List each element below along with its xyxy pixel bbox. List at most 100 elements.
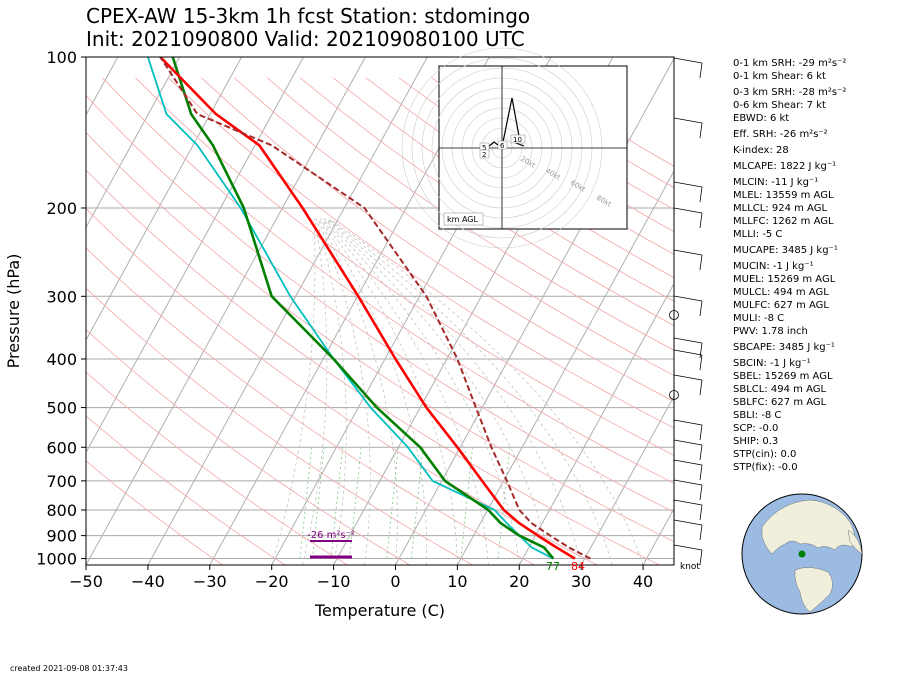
x-tick-label: 20 [509, 572, 529, 591]
isotherm [86, 57, 181, 229]
index-line: STP(fix): -0.0 [733, 462, 798, 473]
index-line: SBLFC: 627 m AGL [733, 397, 827, 408]
index-line: SBCAPE: 3485 J kg⁻¹ [733, 342, 835, 353]
wind-barb [673, 439, 703, 461]
barb-staff [673, 57, 703, 64]
index-line: STP(cin): 0.0 [733, 449, 797, 460]
mixing-ratio-line [349, 447, 362, 559]
wind-barb [673, 544, 703, 566]
index-line: 0-6 km Shear: 7 kt [733, 100, 826, 111]
moist-adiabat [327, 218, 613, 565]
moist-adiabat [316, 218, 347, 565]
index-line: MUCAPE: 3485 J kg⁻¹ [733, 245, 838, 256]
wind-barb [673, 57, 703, 79]
hodo-unit-box [443, 212, 484, 226]
x-tick-label: 30 [571, 572, 591, 591]
wind-barb [673, 337, 703, 359]
barb-flag [699, 186, 703, 203]
moist-adiabat [323, 218, 520, 565]
dry-adiabat [86, 371, 348, 565]
globe-land-north-america [761, 499, 855, 555]
index-line: 0-1 km SRH: -29 m²s⁻² [733, 58, 847, 69]
index-line: K-index: 28 [733, 145, 789, 156]
index-line: MUEL: 15269 m AGL [733, 274, 836, 285]
mixing-ratio-line [410, 447, 424, 559]
dry-adiabat [233, 77, 674, 376]
hodograph-frame [438, 65, 628, 230]
index-line: MULI: -8 C [733, 313, 785, 324]
index-line: MULCL: 494 m AGL [733, 287, 829, 298]
isotherm [518, 282, 674, 565]
barb-flag [699, 254, 703, 271]
dry-adiabat [266, 77, 674, 351]
surface-dewpoint-label: 77 [546, 560, 560, 573]
barb-staff [673, 544, 703, 551]
barb-staff [673, 374, 703, 381]
y-tick-label: 400 [46, 350, 77, 369]
y-tick-label: 1000 [36, 550, 77, 569]
barb-flag [699, 444, 703, 461]
hodo-height-10: 10 [513, 136, 522, 144]
moist-adiabat [321, 218, 458, 565]
x-axis-ticks: −50 −40 −30 −20 −10 0 10 20 30 40 [69, 565, 653, 591]
mixing-ratio-line [311, 447, 325, 559]
barb-flag [699, 212, 703, 229]
profile-lines [147, 57, 591, 560]
y-tick-label: 800 [46, 501, 77, 520]
moist-adiabat [319, 218, 427, 565]
chart-title-line2: Init: 2021090800 Valid: 202109080100 UTC [86, 27, 525, 51]
wind-barb [673, 117, 703, 139]
hodo-label-box-6 [497, 140, 508, 150]
wind-barb [673, 349, 703, 371]
mixing-ratio-line [460, 447, 473, 559]
moist-adiabat [271, 218, 316, 565]
index-line: 0-1 km Shear: 6 kt [733, 71, 826, 82]
dry-adiabat [168, 77, 674, 429]
y-axis-ticks: 100 200 300 400 500 600 700 800 900 1000 [36, 48, 86, 569]
dry-adiabat [86, 460, 223, 565]
barb-flag [699, 524, 703, 541]
y-tick-label: 900 [46, 527, 77, 546]
mixing-ratio-line [299, 447, 313, 559]
index-line: MULFC: 627 m AGL [733, 300, 829, 311]
moist-adiabat [326, 218, 582, 565]
barb-flag [699, 354, 703, 371]
moist-adiabat [322, 218, 489, 565]
dry-adiabat [365, 77, 674, 279]
barb-staff [673, 459, 703, 466]
index-line: SCP: -0.0 [733, 423, 779, 434]
barb-flag [699, 549, 703, 566]
index-line: SBEL: 15269 m AGL [733, 371, 833, 382]
plot-frame [85, 56, 675, 566]
barb-flag [699, 62, 703, 79]
stability-indices: 0-1 km SRH: -29 m²s⁻² 0-1 km Shear: 6 kt 0… [733, 57, 903, 474]
index-line: SBLCL: 494 m AGL [733, 384, 827, 395]
wind-barb [673, 295, 703, 317]
barb-flag [699, 484, 703, 501]
dry-adiabat [86, 169, 660, 565]
wind-barb [673, 479, 703, 501]
hodo-height-6: 6 [500, 142, 505, 150]
wind-barb [673, 249, 703, 271]
barb-flag [699, 379, 703, 396]
barb-staff [673, 337, 703, 344]
index-line: EBWD: 6 kt [733, 113, 790, 124]
moist-adiabat [317, 218, 371, 565]
wind-unit-label: knot [680, 562, 700, 572]
dry-adiabat [86, 131, 674, 543]
y-tick-label: 100 [46, 48, 77, 67]
index-line: Eff. SRH: -26 m²s⁻² [733, 129, 828, 140]
index-line: MLCAPE: 1822 J kg⁻¹ [733, 161, 837, 172]
y-tick-label: 600 [46, 438, 77, 457]
index-line: MLLCL: 924 m AGL [733, 203, 828, 214]
wind-barb [673, 207, 703, 229]
dry-adiabat [86, 287, 473, 565]
dry-adiabat [299, 77, 674, 326]
moist-adiabat [318, 218, 398, 565]
barb-staff [673, 519, 703, 526]
index-line: MLLI: -5 C [733, 229, 783, 240]
moist-adiabat [325, 218, 551, 565]
y-tick-label: 500 [46, 399, 77, 418]
dewpoint-profile [171, 57, 555, 560]
